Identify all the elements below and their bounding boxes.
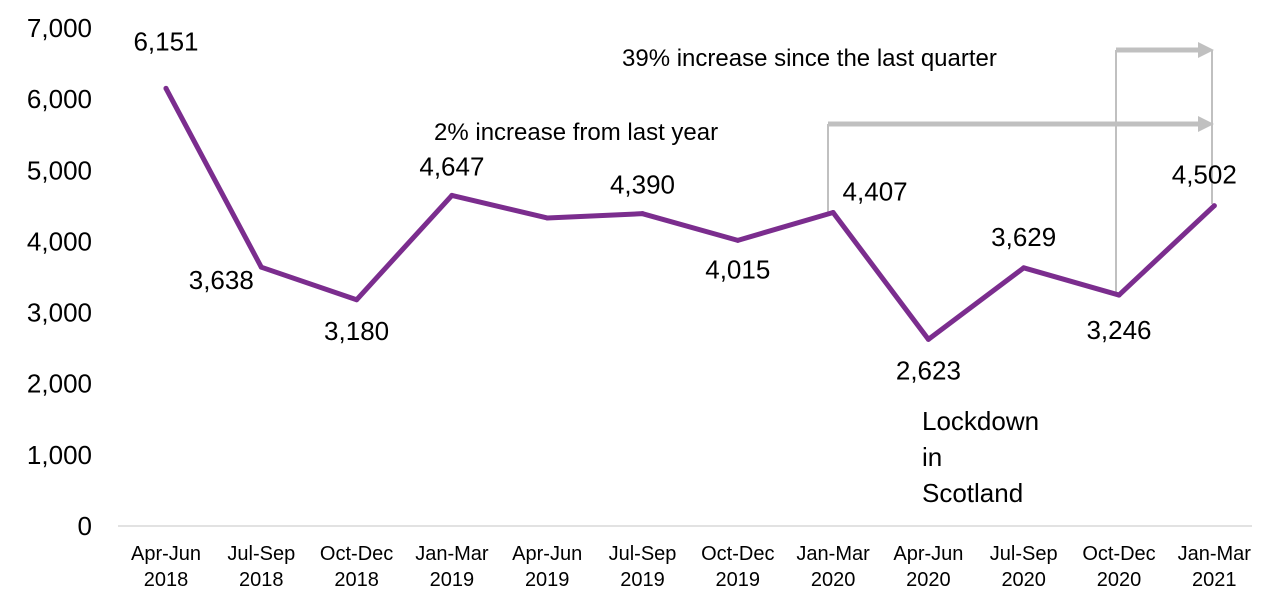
lockdown-annotation-line-1: Lockdown (922, 406, 1039, 436)
x-tick-label-period: Oct-Dec (701, 543, 774, 565)
data-point (735, 237, 741, 243)
y-tick-label: 4,000 (27, 226, 92, 256)
y-tick-label: 1,000 (27, 440, 92, 470)
series-points (163, 85, 1217, 342)
lockdown-annotation-line-2: in (922, 442, 942, 472)
y-tick-label: 3,000 (27, 298, 92, 328)
data-labels: 6,151 3,638 3,180 4,647 4,390 4,015 4,407 2,623… (133, 26, 1236, 385)
y-tick-label: 2,000 (27, 369, 92, 399)
x-tick-label-year: 2019 (430, 569, 475, 591)
y-tick-label: 0 (78, 511, 92, 541)
data-point (1021, 265, 1027, 271)
annotations: 39% increase since the last quarter 2% i… (434, 42, 1214, 508)
y-axis: 0 1,000 2,000 3,000 4,000 5,000 6,000 7,000 (27, 13, 92, 541)
data-point (925, 336, 931, 342)
series-line (163, 85, 1217, 342)
data-label: 4,407 (843, 176, 908, 206)
data-point (830, 209, 836, 215)
data-label: 6,151 (133, 26, 198, 56)
data-label: 2,623 (896, 355, 961, 385)
x-tick-label-year: 2021 (1192, 569, 1237, 591)
quarter-increase-annotation: 39% increase since the last quarter (622, 45, 997, 72)
x-tick-label-period: Apr-Jun (512, 543, 582, 565)
x-tick-label-period: Apr-Jun (131, 543, 201, 565)
lockdown-annotation-line-3: Scotland (922, 478, 1023, 508)
data-point (449, 192, 455, 198)
data-label: 4,647 (419, 151, 484, 181)
data-point (1116, 292, 1122, 298)
data-point (544, 215, 550, 221)
data-point (258, 264, 264, 270)
x-tick-label-year: 2019 (620, 569, 665, 591)
x-tick-label-period: Jul-Sep (609, 543, 677, 565)
data-label: 4,390 (610, 170, 675, 200)
data-label: 3,629 (991, 222, 1056, 252)
x-tick-label-year: 2020 (1097, 569, 1142, 591)
data-point (1211, 203, 1217, 209)
x-tick-label-period: Jul-Sep (990, 543, 1058, 565)
x-tick-label-year: 2018 (334, 569, 379, 591)
year-increase-annotation: 2% increase from last year (434, 119, 718, 146)
x-tick-label-year: 2018 (144, 569, 189, 591)
x-tick-label-period: Oct-Dec (320, 543, 393, 565)
x-tick-label-period: Oct-Dec (1082, 543, 1155, 565)
data-label: 4,502 (1172, 160, 1237, 190)
x-tick-label-year: 2019 (525, 569, 570, 591)
quarter-arrow-head (1198, 42, 1214, 58)
y-tick-label: 6,000 (27, 84, 92, 114)
x-tick-label-period: Jul-Sep (227, 543, 295, 565)
y-tick-label: 7,000 (27, 13, 92, 43)
y-tick-label: 5,000 (27, 155, 92, 185)
data-point (640, 211, 645, 217)
x-axis: Apr-Jun 2018 Jul-Sep 2018 Oct-Dec 2018 Jan-Mar… (118, 525, 1252, 591)
data-label: 3,180 (324, 316, 389, 346)
data-label: 3,638 (189, 265, 254, 295)
x-tick-label-year: 2020 (811, 569, 856, 591)
data-label: 4,015 (705, 254, 770, 284)
data-point (354, 297, 360, 303)
x-tick-label-year: 2020 (1001, 569, 1046, 591)
year-arrow-head (1198, 116, 1214, 132)
data-point (163, 85, 169, 91)
x-tick-label-period: Apr-Jun (893, 543, 963, 565)
x-tick-label-year: 2018 (239, 569, 284, 591)
x-tick-label-year: 2020 (906, 569, 951, 591)
data-label: 3,246 (1086, 315, 1151, 345)
x-tick-label-period: Jan-Mar (415, 543, 489, 565)
x-tick-label-period: Jan-Mar (796, 543, 870, 565)
x-tick-label-year: 2019 (716, 569, 761, 591)
x-tick-label-period: Jan-Mar (1178, 543, 1252, 565)
